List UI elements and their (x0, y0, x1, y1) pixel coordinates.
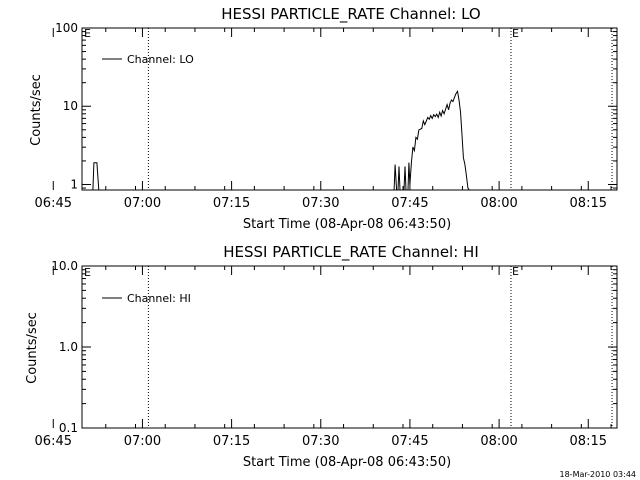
y-tick-label: 1 (70, 177, 78, 191)
x-axis-label: Start Time (08-Apr-08 06:43:50) (243, 217, 451, 232)
y-axis-label: Counts/sec (29, 74, 44, 146)
x-tick-label: 07:00 (124, 196, 161, 211)
event-markers: E (147, 265, 613, 428)
y-axis-label: Counts/sec (25, 312, 40, 384)
event-markers: E (147, 27, 613, 190)
chart-panel-lo: HESSI PARTICLE_RATE Channel: LO Counts/s… (29, 5, 618, 232)
x-tick-label: 08:00 (480, 434, 517, 449)
legend-label: Channel: LO (127, 53, 194, 66)
y-axis-ticks: 1 10 100 (55, 21, 617, 191)
x-tick-label: 08:15 (570, 196, 607, 211)
x-tick-label: 07:30 (302, 434, 339, 449)
x-axis-label: Start Time (08-Apr-08 06:43:50) (243, 455, 451, 470)
x-tick-label: 07:30 (302, 196, 339, 211)
y-tick-label: 0.1 (59, 421, 78, 435)
y-tick-label: 10 (63, 99, 78, 113)
event-marker-label: E (512, 27, 519, 40)
x-axis-ticks: 06:45 07:00 07:15 07:30 07:45 08:00 08:15 (35, 28, 612, 211)
x-tick-label: 07:15 (213, 434, 250, 449)
x-tick-label: 07:45 (391, 434, 428, 449)
y-tick-label: 100 (55, 21, 78, 35)
footer-timestamp: 18-Mar-2010 03:44 (560, 470, 637, 479)
left-marker-label: E (84, 266, 91, 279)
y-axis-ticks: 0.1 1.0 10.0 (51, 259, 617, 435)
plot-frame (81, 265, 618, 429)
x-tick-label: 06:45 (35, 196, 72, 211)
x-tick-label: 06:45 (35, 434, 72, 449)
left-marker-label: E (84, 27, 91, 40)
x-tick-label: 07:00 (124, 434, 161, 449)
series-lo (92, 89, 470, 191)
legend-label: Channel: HI (127, 292, 191, 305)
chart-title: HESSI PARTICLE_RATE Channel: HI (223, 243, 479, 262)
x-axis-ticks: 06:45 07:00 07:15 07:30 07:45 08:00 08:15 (35, 266, 612, 449)
series-line (92, 89, 470, 191)
x-tick-label: 08:15 (570, 434, 607, 449)
x-tick-label: 07:15 (213, 196, 250, 211)
x-tick-label: 07:45 (391, 196, 428, 211)
event-marker-label: E (512, 265, 519, 278)
chart-panel-hi: HESSI PARTICLE_RATE Channel: HI Counts/s… (25, 243, 618, 470)
x-tick-label: 08:00 (480, 196, 517, 211)
y-tick-label: 1.0 (59, 340, 78, 354)
chart-title: HESSI PARTICLE_RATE Channel: LO (221, 5, 480, 24)
y-tick-label: 10.0 (51, 259, 78, 273)
